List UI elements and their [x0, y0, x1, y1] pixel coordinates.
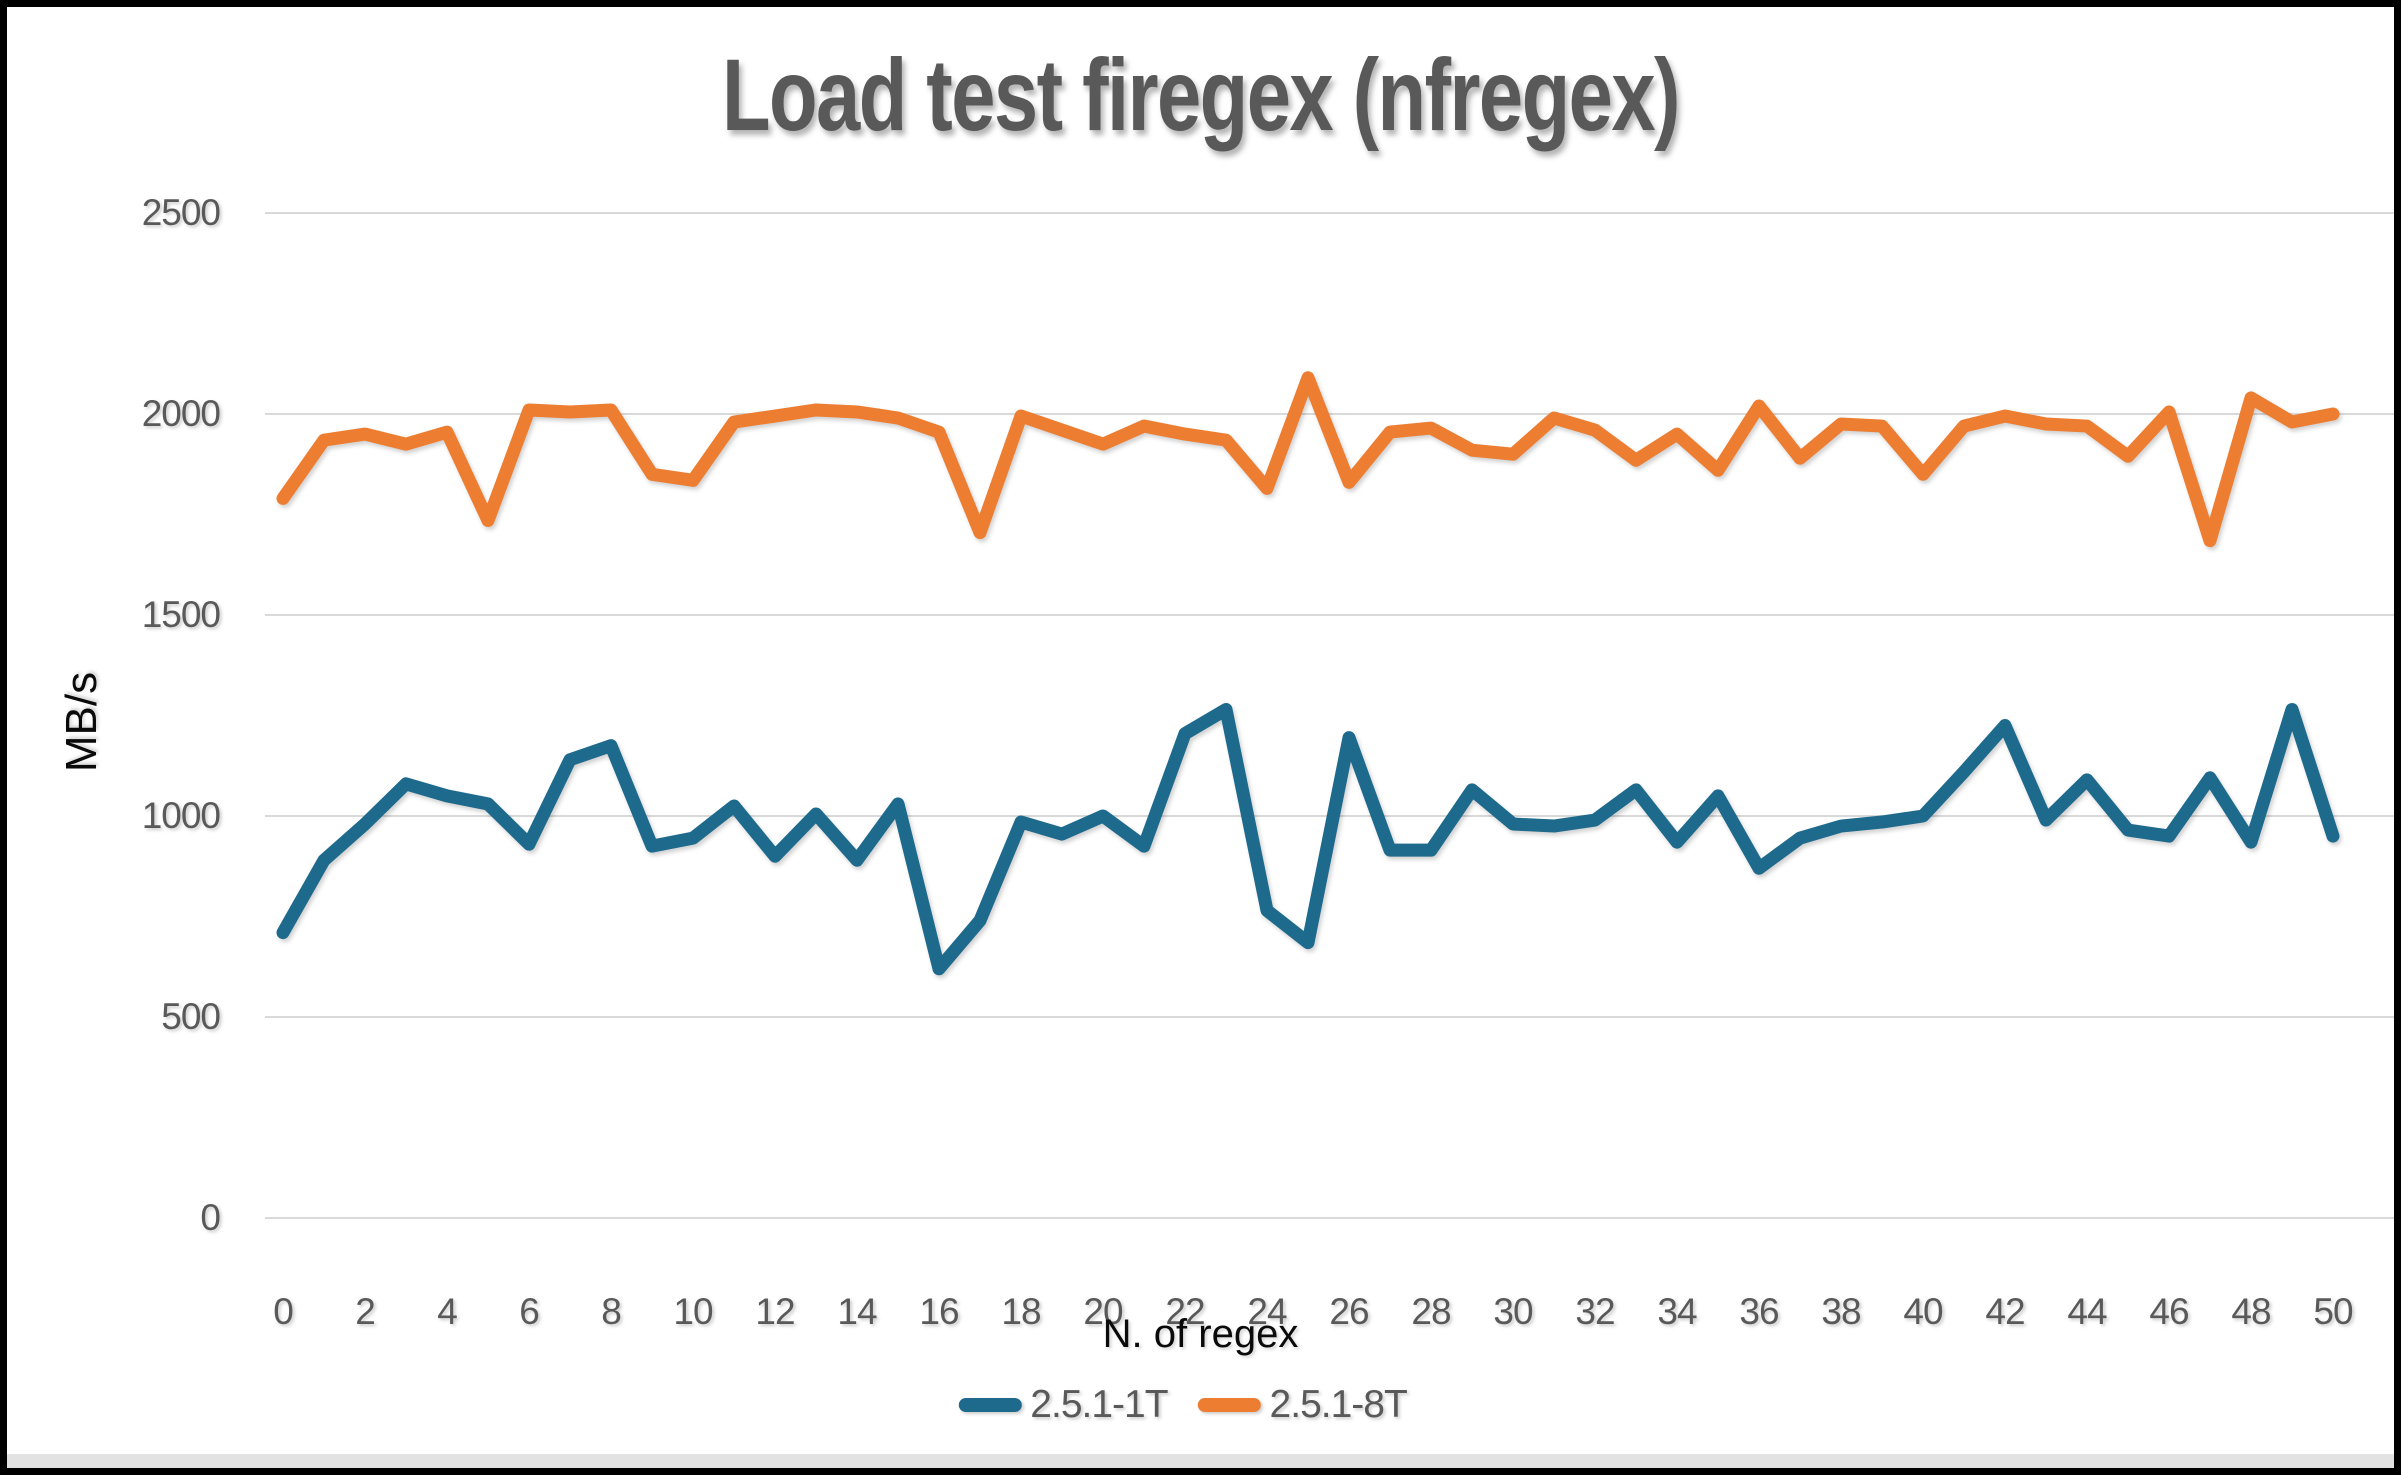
x-tick-label: 8 — [601, 1291, 622, 1332]
y-tick-label: 0 — [200, 1197, 221, 1238]
gridlines — [265, 212, 2394, 1219]
x-tick-label: 38 — [1821, 1291, 1861, 1332]
x-tick-label: 34 — [1657, 1291, 1697, 1332]
x-tick-label: 50 — [2313, 1291, 2353, 1332]
y-tick-label: 1500 — [141, 594, 221, 635]
x-tick-label: 26 — [1329, 1291, 1369, 1332]
y-tick-label: 2000 — [141, 393, 221, 434]
chart-title: Load test firegex (nfregex) — [7, 37, 2394, 154]
x-tick-label: 14 — [837, 1291, 877, 1332]
x-tick-label: 24 — [1247, 1291, 1287, 1332]
x-tick-label: 4 — [437, 1291, 458, 1332]
y-tick-label: 500 — [161, 996, 221, 1037]
orange-line-swatch-icon — [1197, 1398, 1261, 1412]
x-tick-label: 30 — [1493, 1291, 1533, 1332]
chart-title-text: Load test firegex (nfregex) — [721, 38, 1681, 152]
legend-label-8t: 2.5.1-8T — [1269, 1383, 1408, 1426]
legend-item-8t: 2.5.1-8T — [1197, 1383, 1408, 1427]
x-tick-label: 16 — [919, 1291, 959, 1332]
legend: 2.5.1-1T 2.5.1-8T — [958, 1383, 1408, 1427]
x-tick-label: 12 — [755, 1291, 795, 1332]
x-tick-label: 22 — [1165, 1291, 1205, 1332]
x-tick-label: 48 — [2231, 1291, 2271, 1332]
teal-series-line — [276, 702, 2340, 976]
x-tick-label: 42 — [1985, 1291, 2025, 1332]
x-tick-label: 10 — [673, 1291, 713, 1332]
x-tick-label: 6 — [519, 1291, 540, 1332]
y-tick-label: 1000 — [141, 795, 221, 836]
x-tick-label: 20 — [1083, 1291, 1123, 1332]
x-tick-label: 36 — [1739, 1291, 1779, 1332]
x-tick-label: 18 — [1001, 1291, 1041, 1332]
teal-line-swatch-icon — [958, 1398, 1022, 1412]
y-axis-title: MB/s — [57, 671, 106, 773]
x-tick-label: 32 — [1575, 1291, 1615, 1332]
x-tick-label: 40 — [1903, 1291, 1943, 1332]
x-tick-label: 2 — [355, 1291, 376, 1332]
legend-label-1t: 2.5.1-1T — [1030, 1383, 1168, 1426]
legend-item-1t: 2.5.1-1T — [958, 1383, 1169, 1427]
x-tick-label: 46 — [2149, 1291, 2189, 1332]
orange-series-line — [276, 371, 2340, 548]
x-tick-label: 0 — [273, 1291, 294, 1332]
chart-canvas — [265, 212, 2394, 1219]
x-axis-title: N. of regex — [1102, 1312, 1299, 1356]
x-tick-label: 44 — [2067, 1291, 2107, 1332]
y-tick-label: 2500 — [141, 192, 221, 233]
x-tick-label: 28 — [1411, 1291, 1451, 1332]
